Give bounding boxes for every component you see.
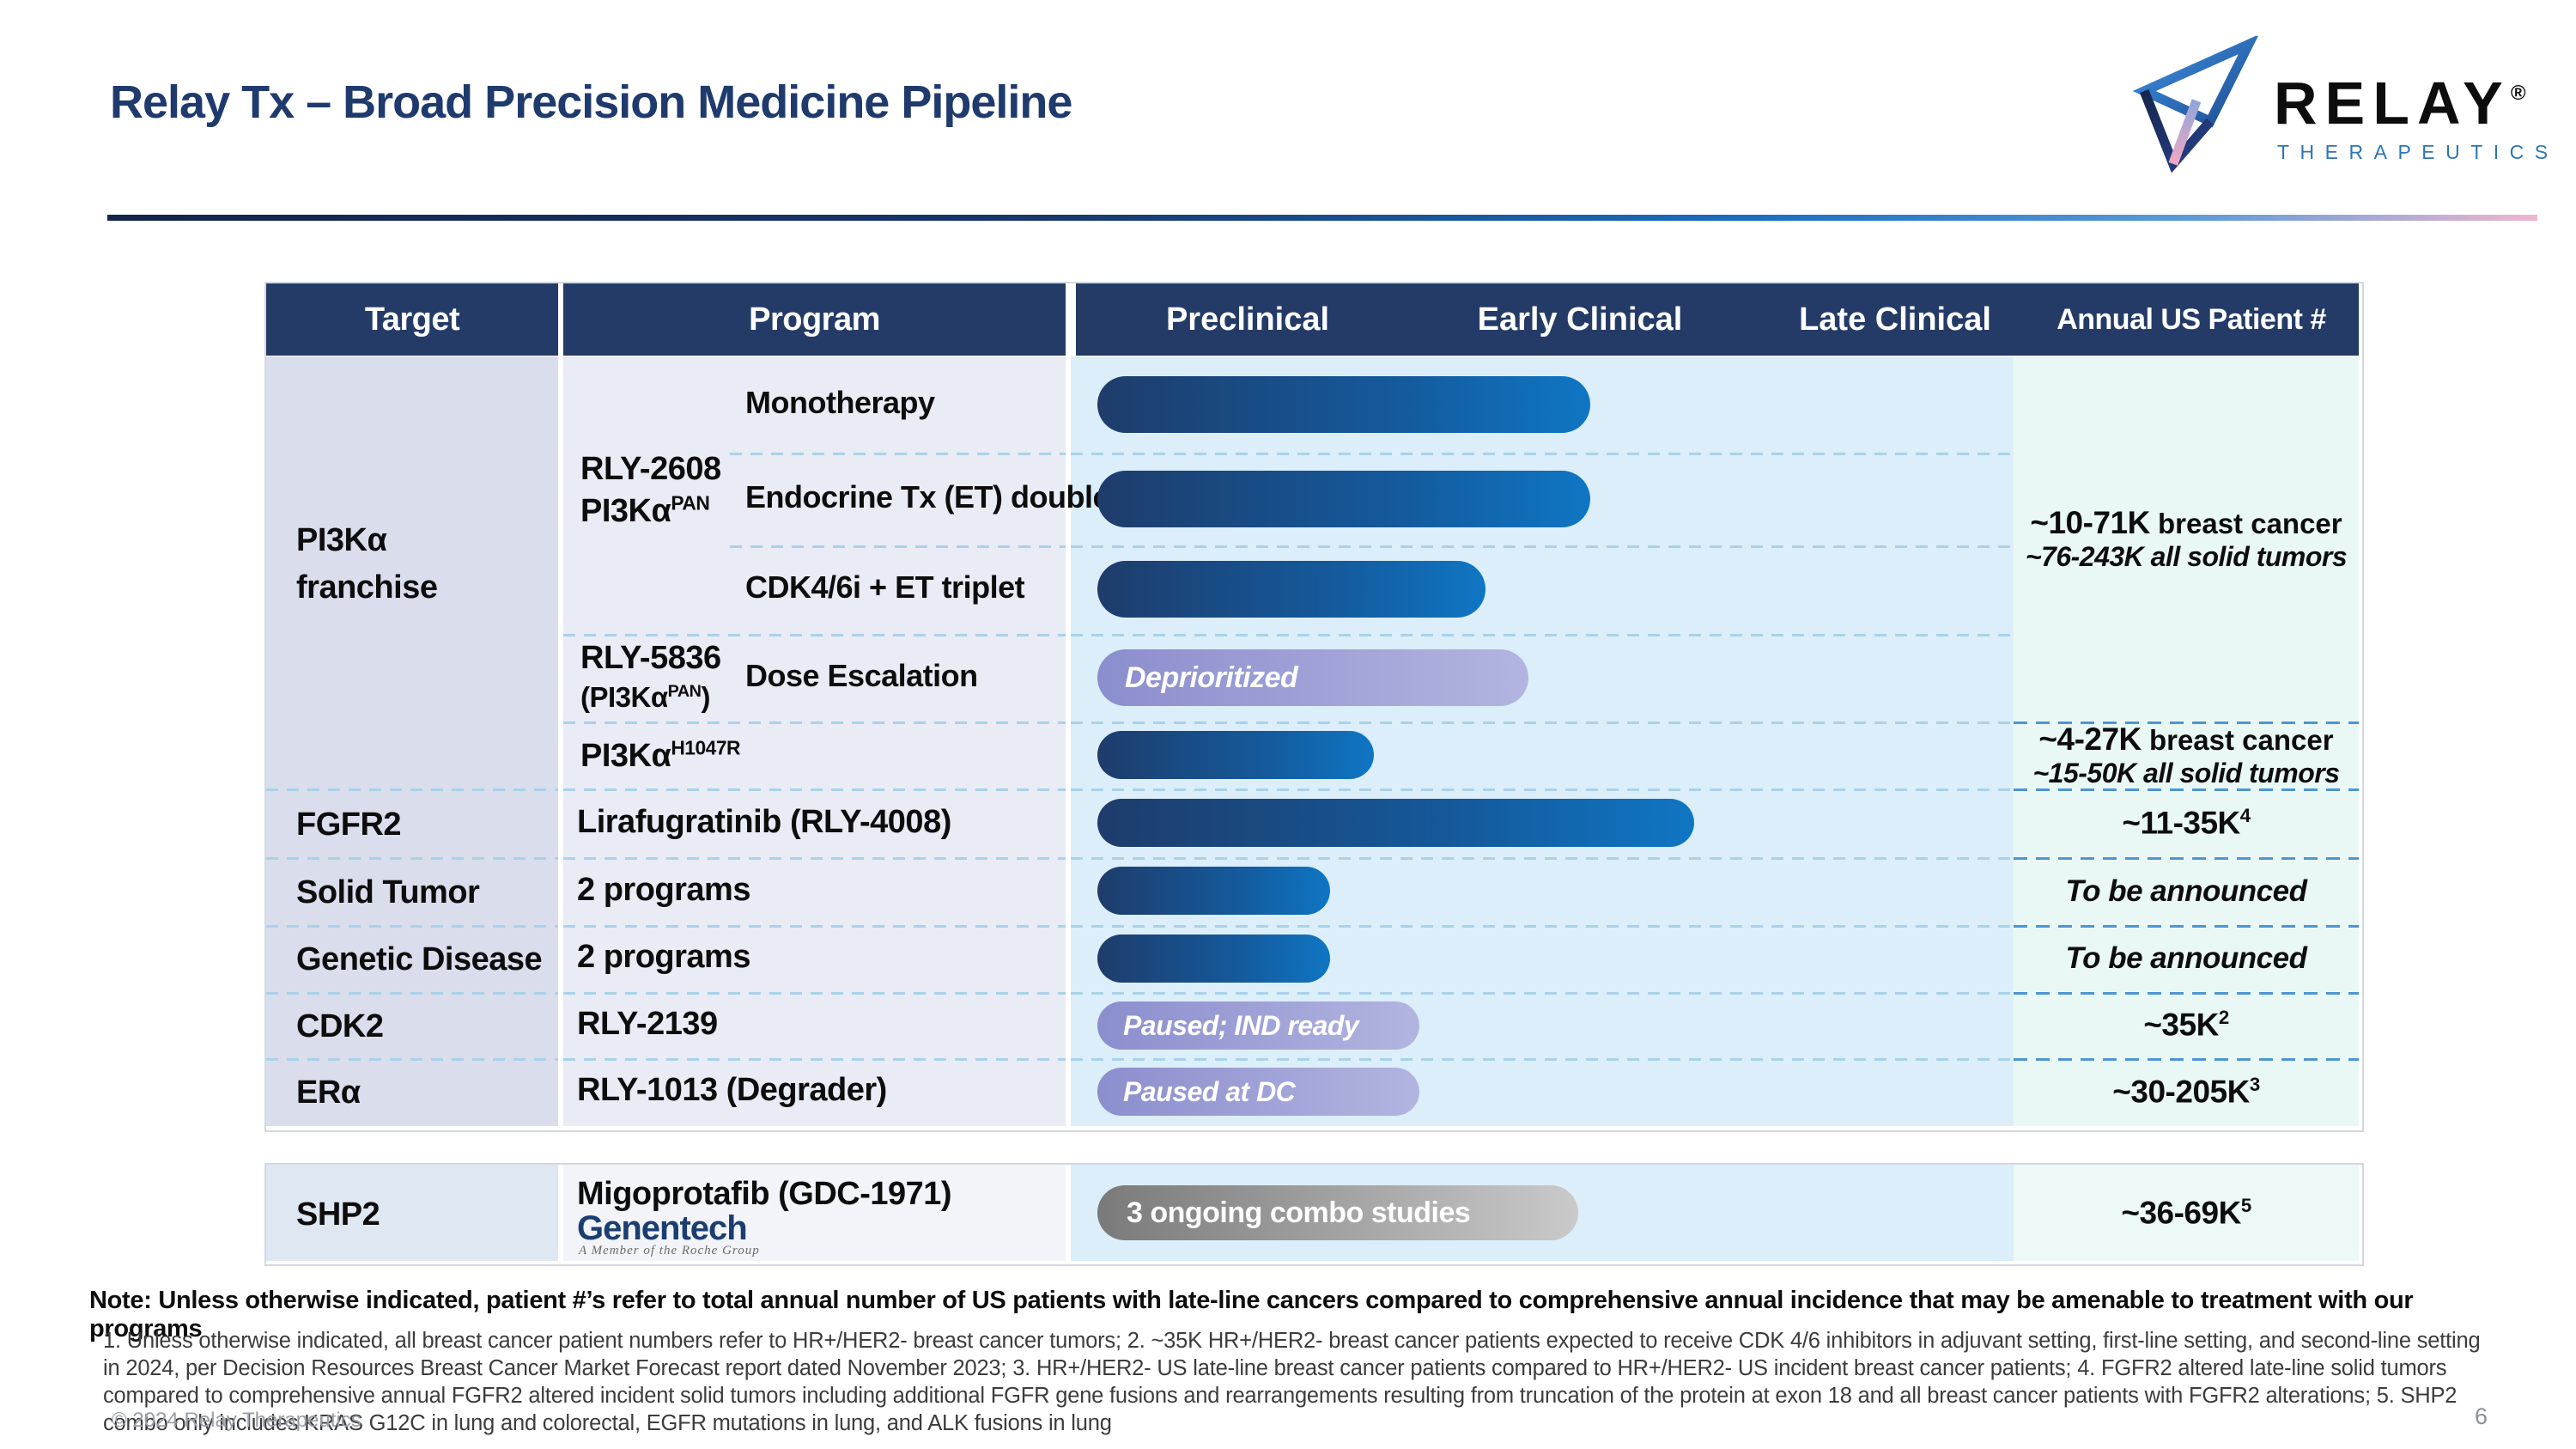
target-shp2: SHP2 <box>296 1196 380 1233</box>
row-divider <box>2014 721 2359 724</box>
col-header-program: Program <box>563 283 1066 356</box>
footnotes-text: 1. Unless otherwise indicated, all breas… <box>103 1329 2481 1436</box>
row-divider <box>266 788 558 791</box>
patients-solid-tumor: To be announced <box>2065 874 2307 908</box>
row-divider <box>2014 788 2359 791</box>
title-divider-line <box>107 215 2537 221</box>
row-divider <box>563 721 1066 724</box>
target-era: ERα <box>296 1075 361 1111</box>
patients-cdk2: ~35K2 <box>2143 1007 2229 1043</box>
program-lirafugratinib: Lirafugratinib (RLY-4008) <box>577 804 951 840</box>
page-title: Relay Tx – Broad Precision Medicine Pipe… <box>110 76 1072 128</box>
row-divider <box>266 992 558 995</box>
target-cdk2: CDK2 <box>296 1008 384 1044</box>
patients-shp2: ~36-69K5 <box>2121 1194 2251 1231</box>
row-divider <box>1071 1058 2014 1061</box>
pipeline-table-border <box>264 282 2364 1132</box>
subprogram-et-doublet: Endocrine Tx (ET) doublet <box>745 479 1120 514</box>
row-divider <box>563 634 1066 636</box>
row-divider <box>2014 857 2359 860</box>
stage-bar-cdk46i-triplet <box>1097 561 1485 618</box>
col-header-target: Target <box>266 283 558 356</box>
row-divider <box>1071 453 2014 455</box>
row-divider <box>2014 992 2359 995</box>
row-divider <box>563 992 1066 995</box>
program-rly1013: RLY-1013 (Degrader) <box>577 1072 887 1108</box>
program-column <box>563 356 1066 1126</box>
stage-header-preclinical: Preclinical <box>1076 283 1454 356</box>
row-divider <box>1071 721 2014 724</box>
stage-bar-h1047r <box>1097 731 1374 779</box>
patients-era: ~30-205K3 <box>2112 1074 2260 1110</box>
annual-patients-column <box>2014 356 2359 1126</box>
row-divider <box>1071 545 2014 548</box>
genentech-logo: Genentech <box>577 1209 748 1247</box>
stage-bar-cdk2-paused: Paused; IND ready <box>1097 1002 1419 1050</box>
shp2-program-cell <box>563 1165 1066 1261</box>
shp2-box-border <box>264 1163 2364 1266</box>
row-divider <box>1071 634 2014 636</box>
subrow-divider <box>730 545 1066 548</box>
patients-h1047r: ~4-27K breast cancer ~15-50K all solid t… <box>2032 721 2340 788</box>
copyright-text: © 2024 Relay Therapeutics <box>112 1409 361 1432</box>
target-column <box>266 356 558 1126</box>
stage-bar-genetic-disease <box>1097 935 1330 983</box>
program-rly5836: RLY-5836 (PI3KαPAN) <box>580 640 721 714</box>
patients-fgfr2: ~11-35K4 <box>2122 804 2251 841</box>
relay-logo-wordmark: RELAY® <box>2274 70 2526 137</box>
row-divider <box>2014 1058 2359 1061</box>
row-divider <box>563 857 1066 860</box>
registered-mark: ® <box>2510 82 2526 105</box>
row-divider <box>563 925 1066 928</box>
row-divider <box>563 788 1066 791</box>
relay-logo-icon <box>2132 36 2258 174</box>
row-divider <box>2014 925 2359 928</box>
row-divider <box>1071 992 2014 995</box>
program-rly2139: RLY-2139 <box>577 1006 718 1042</box>
relay-logo: RELAY® THERAPEUTICS <box>2128 36 2548 191</box>
stage-bar-solid-tumor <box>1097 867 1330 915</box>
row-divider <box>266 925 558 928</box>
patients-genetic-disease: To be announced <box>2065 941 2307 975</box>
stage-bar-et-doublet <box>1097 471 1590 527</box>
row-divider <box>266 857 558 860</box>
stage-bar-lirafugratinib <box>1097 799 1694 847</box>
shp2-target-cell <box>266 1165 558 1261</box>
program-solid-tumor: 2 programs <box>577 872 750 908</box>
subprogram-cdk46i-triplet: CDK4/6i + ET triplet <box>745 569 1025 605</box>
stage-bar-era-paused: Paused at DC <box>1097 1068 1419 1116</box>
target-solid-tumor: Solid Tumor <box>296 874 480 910</box>
row-divider <box>563 1058 1066 1061</box>
subprogram-dose-escalation: Dose Escalation <box>745 658 978 693</box>
row-divider <box>1071 857 2014 860</box>
subrow-divider <box>730 453 1066 455</box>
row-divider <box>1071 788 2014 791</box>
patients-pi3ka-group: ~10-71K breast cancer ~76-243K all solid… <box>2025 505 2348 572</box>
relay-logo-subtitle: THERAPEUTICS <box>2277 141 2559 163</box>
target-pi3ka-franchise: PI3Kα franchise <box>296 522 438 606</box>
note-text: Note: Unless otherwise indicated, patien… <box>89 1287 2414 1342</box>
subprogram-monotherapy: Monotherapy <box>745 385 935 420</box>
stage-bar-deprioritized: Deprioritized <box>1097 649 1528 706</box>
program-migoprotafib: Migoprotafib (GDC-1971) <box>577 1176 952 1212</box>
col-header-patients: Annual US Patient # <box>2024 283 2359 356</box>
stage-bar-shp2-combo: 3 ongoing combo studies <box>1097 1185 1578 1240</box>
program-genetic-disease: 2 programs <box>577 939 750 975</box>
genentech-tagline: A Member of the Roche Group <box>579 1244 760 1257</box>
target-fgfr2: FGFR2 <box>296 807 402 843</box>
row-divider <box>1071 925 2014 928</box>
stage-header-early-clinical: Early Clinical <box>1391 283 1772 356</box>
row-divider <box>266 1058 558 1061</box>
stage-bar-monotherapy <box>1097 376 1590 433</box>
program-pi3ka-h1047r: PI3KαH1047R <box>580 736 740 774</box>
page-number: 6 <box>2475 1403 2488 1429</box>
target-genetic-disease: Genetic Disease <box>296 941 543 977</box>
program-rly2608: RLY-2608 PI3KαPAN <box>580 451 721 530</box>
shp2-annual-cell <box>2014 1165 2359 1261</box>
